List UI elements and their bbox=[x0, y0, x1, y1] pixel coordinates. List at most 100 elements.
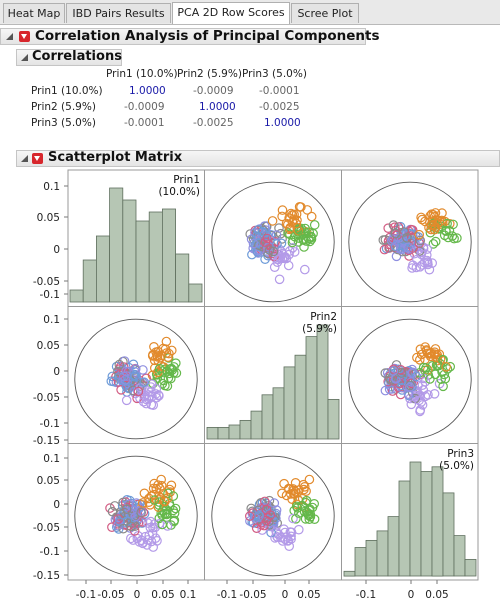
scatter-point bbox=[253, 224, 264, 235]
histogram-bar bbox=[431, 466, 444, 577]
scatterplot-matrix[interactable]: 0.10.050-0.05-0.10.10.050-0.05-0.1-0.150… bbox=[0, 166, 500, 610]
scatter-point bbox=[156, 474, 166, 485]
histogram-bar bbox=[365, 539, 378, 577]
correlations-title: Correlations bbox=[32, 49, 122, 64]
tab-heat-map[interactable]: Heat Map bbox=[3, 3, 65, 23]
scatter-point bbox=[136, 507, 146, 518]
scatter-point bbox=[150, 363, 160, 373]
y-tick-label: 0.1 bbox=[43, 181, 60, 193]
report-title: Correlation Analysis of Principal Compon… bbox=[35, 28, 380, 44]
scatter-point bbox=[295, 226, 306, 237]
scatter-point bbox=[396, 244, 406, 255]
red-triangle-menu-icon[interactable] bbox=[32, 153, 43, 164]
scatter-point bbox=[268, 246, 279, 257]
disclosure-icon[interactable] bbox=[6, 33, 13, 40]
scatter-point bbox=[163, 493, 173, 503]
scatter-point bbox=[449, 233, 459, 244]
scatter-point bbox=[286, 531, 296, 542]
scatter-point bbox=[269, 498, 280, 508]
table-cell: -0.0025 bbox=[259, 101, 300, 113]
y-tick-label: 0.05 bbox=[37, 340, 60, 352]
scatter-point bbox=[296, 202, 306, 212]
correlation-analysis-header[interactable]: Correlation Analysis of Principal Compon… bbox=[0, 28, 379, 45]
scatter-point bbox=[425, 351, 436, 362]
scatter-point bbox=[307, 502, 318, 513]
scatter-point bbox=[121, 504, 132, 514]
histogram-bar bbox=[409, 461, 422, 577]
scatter-point bbox=[166, 480, 177, 491]
y-tick-label: 0.05 bbox=[37, 475, 60, 487]
scatter-point bbox=[107, 371, 118, 382]
scatter-point bbox=[267, 216, 278, 226]
y-tick-label: 0 bbox=[53, 366, 60, 378]
histogram-bar bbox=[453, 535, 466, 577]
scatter-point bbox=[128, 535, 138, 545]
red-triangle-menu-icon[interactable] bbox=[19, 31, 30, 42]
y-tick-label: -0.05 bbox=[33, 522, 60, 534]
scatter-point bbox=[255, 245, 265, 255]
scatter-point bbox=[141, 398, 151, 409]
scatter-point bbox=[285, 229, 295, 240]
scatter-point bbox=[289, 247, 300, 257]
scatter-point bbox=[436, 374, 446, 384]
scatter-point bbox=[168, 491, 179, 501]
disclosure-icon[interactable] bbox=[21, 155, 28, 162]
scatter-point bbox=[143, 535, 153, 545]
scatter-point bbox=[145, 522, 156, 533]
scatter-point bbox=[156, 480, 167, 491]
column-header: Prin2 (5.9%) bbox=[177, 68, 242, 80]
scatter-point bbox=[404, 382, 415, 393]
y-tick-label: 0.1 bbox=[43, 453, 60, 465]
density-ellipse bbox=[211, 181, 335, 303]
scatter-point bbox=[411, 262, 422, 273]
scatter-point bbox=[152, 352, 163, 362]
scatter-point bbox=[425, 374, 435, 384]
x-tick-label: 0 bbox=[282, 589, 289, 601]
scatter-point bbox=[304, 505, 315, 516]
scatter-cell[interactable] bbox=[348, 181, 472, 303]
scatterplot-matrix-header[interactable]: Scatterplot Matrix bbox=[16, 150, 500, 167]
scatter-point bbox=[133, 386, 144, 397]
scatter-cell[interactable] bbox=[211, 455, 335, 577]
scatter-point bbox=[169, 516, 179, 527]
correlations-header[interactable]: Correlations bbox=[16, 49, 122, 66]
scatter-cell[interactable] bbox=[348, 318, 472, 440]
scatter-point bbox=[162, 381, 173, 391]
scatter-point bbox=[390, 241, 401, 251]
scatter-point bbox=[272, 239, 282, 249]
scatter-point bbox=[254, 510, 265, 521]
density-ellipse bbox=[74, 318, 198, 440]
scatter-point bbox=[445, 361, 455, 372]
scatter-point bbox=[422, 348, 433, 359]
scatter-point bbox=[265, 510, 276, 520]
y-tick-label: 0.1 bbox=[43, 314, 60, 326]
histogram-bar bbox=[305, 336, 318, 440]
scatter-point bbox=[121, 395, 132, 406]
scatter-cell[interactable] bbox=[74, 318, 198, 440]
scatter-point bbox=[257, 525, 267, 535]
scatter-point bbox=[264, 495, 275, 506]
scatter-point bbox=[164, 498, 175, 509]
scatter-point bbox=[304, 474, 315, 485]
density-ellipse bbox=[348, 181, 472, 303]
tab-ibd-pairs-results[interactable]: IBD Pairs Results bbox=[66, 3, 171, 23]
disclosure-icon[interactable] bbox=[21, 54, 28, 61]
scatter-point bbox=[245, 511, 255, 521]
tab-scree-plot[interactable]: Scree Plot bbox=[291, 3, 359, 23]
scatter-point bbox=[121, 366, 131, 377]
scatter-cell[interactable] bbox=[74, 455, 198, 577]
scatter-point bbox=[427, 258, 437, 268]
x-tick-label: -0.1 bbox=[76, 589, 97, 601]
scatter-point bbox=[428, 239, 439, 249]
scatter-point bbox=[299, 264, 310, 275]
scatter-point bbox=[277, 205, 288, 215]
histogram-bar bbox=[343, 570, 356, 577]
histogram-bar bbox=[272, 387, 285, 440]
column-header: Prin3 (5.0%) bbox=[242, 68, 307, 80]
tab-pca-2d-row-scores[interactable]: PCA 2D Row Scores bbox=[172, 2, 290, 24]
scatter-point bbox=[309, 220, 320, 230]
scatter-point bbox=[170, 503, 181, 514]
scatter-cell[interactable] bbox=[211, 181, 335, 303]
scatter-point bbox=[281, 490, 292, 501]
scatter-point bbox=[141, 394, 152, 405]
